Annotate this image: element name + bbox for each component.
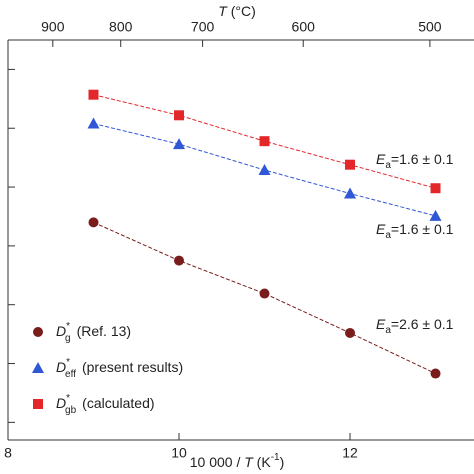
legend-text: (present results) <box>82 359 183 375</box>
annotation-symbol: E <box>376 316 386 332</box>
legend-sub: eff <box>65 369 76 380</box>
legend-text: (Ref. 13) <box>77 323 131 339</box>
legend-entry: D* eff (present results) <box>56 357 183 380</box>
point <box>173 138 186 150</box>
annotation-text: =1.6 ± 0.1 <box>391 221 454 237</box>
legend-symbol: D <box>56 323 66 339</box>
x2-tick-label: 600 <box>292 19 316 35</box>
annotation-sub: a <box>385 325 391 336</box>
legend-sub: * <box>66 393 70 404</box>
x-label-part: T <box>244 454 254 470</box>
x-label-part: (K <box>253 454 272 470</box>
point <box>258 164 271 175</box>
point <box>174 110 185 121</box>
annotation-symbol: E <box>376 221 386 237</box>
legend-sub: g <box>65 333 71 344</box>
x2-label-part: (°C) <box>227 3 256 19</box>
x2-axis-label: T (°C) <box>218 3 256 19</box>
x2-tick-label: 700 <box>191 19 215 35</box>
point <box>174 255 185 266</box>
annotation: Ea=1.6 ± 0.1 <box>376 151 454 171</box>
legend-symbol: D <box>56 359 66 375</box>
x-tick-label: 10 <box>171 445 187 461</box>
point <box>345 159 356 170</box>
point <box>345 327 356 338</box>
annotation-text: =2.6 ± 0.1 <box>391 316 454 332</box>
point <box>87 117 100 129</box>
annotation-sub: a <box>385 160 391 171</box>
x-label-part: 10 000 / <box>190 454 245 470</box>
annotation-symbol: E <box>376 151 386 167</box>
point <box>259 136 270 147</box>
annotation: Ea=1.6 ± 0.1 <box>376 221 454 241</box>
point <box>259 288 270 299</box>
legend-sub: * <box>66 321 70 332</box>
x2-tick-label: 900 <box>41 19 65 35</box>
legend-text: (calculated) <box>82 395 154 411</box>
fit-line <box>93 221 436 374</box>
x2-label-part: T <box>218 3 228 19</box>
point <box>88 89 99 100</box>
annotation-text: =1.6 ± 0.1 <box>391 151 454 167</box>
legend-marker <box>33 399 43 409</box>
x2-tick-label: 500 <box>418 19 442 35</box>
annotation: Ea=2.6 ± 0.1 <box>376 316 454 336</box>
x-axis-label: 10 000 / T (K-1) <box>190 452 285 470</box>
x-label-part: -1 <box>271 452 280 463</box>
point <box>429 209 442 221</box>
legend-symbol: D <box>56 395 66 411</box>
legend-marker <box>32 362 44 373</box>
legend-marker <box>33 327 43 337</box>
point <box>344 187 357 199</box>
legend-entry: D* g (Ref. 13) <box>56 321 131 344</box>
point <box>88 217 99 228</box>
x2-tick-label: 800 <box>109 19 133 35</box>
point <box>430 368 441 379</box>
x-label-part: ) <box>280 454 285 470</box>
legend-sub: gb <box>65 405 77 416</box>
legend-entry: D* gb (calculated) <box>56 393 155 416</box>
annotation-sub: a <box>385 230 391 241</box>
legend-sub: * <box>66 357 70 368</box>
x-tick-label: 8 <box>4 445 12 461</box>
point <box>430 183 441 194</box>
x-tick-label: 12 <box>342 445 358 461</box>
